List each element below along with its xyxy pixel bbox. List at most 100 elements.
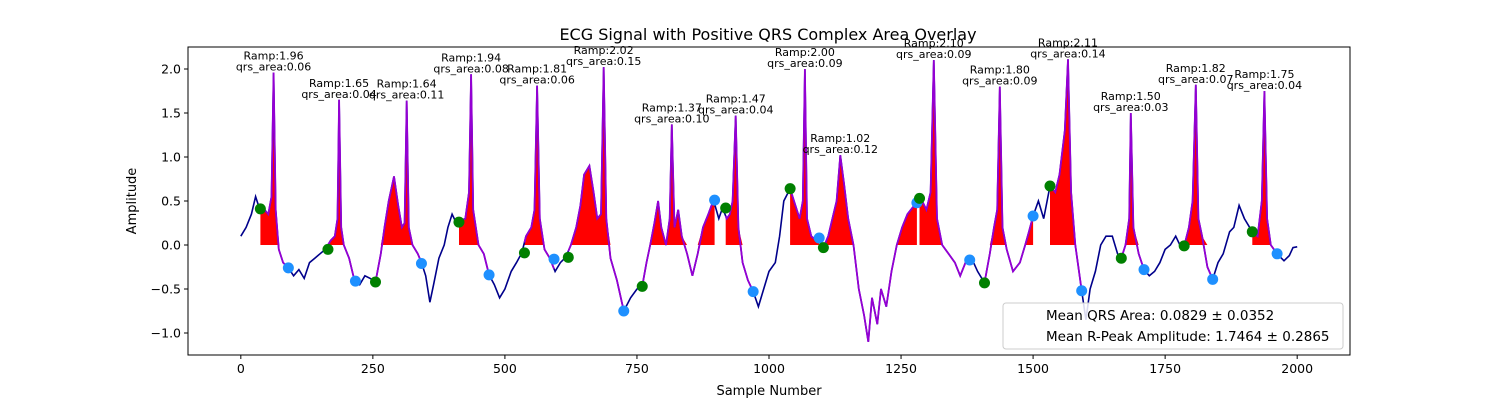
qrs-onset-marker-7 [636, 280, 648, 292]
qrs-area-label-2: qrs_area:0.04 [301, 88, 376, 101]
r-peak-amplitude-label-7: Ramp:1.37 [642, 101, 702, 114]
r-peak-amplitude-label-16: Ramp:1.75 [1234, 68, 1294, 81]
qrs-area-fill-4 [459, 74, 490, 245]
x-tick-label: 1750 [1149, 361, 1181, 376]
qrs-onset-marker-12 [978, 277, 990, 289]
qrs-onset-marker-2 [322, 243, 334, 255]
qrs-offset-marker-5 [548, 253, 560, 265]
chart-title: ECG Signal with Positive QRS Complex Are… [559, 25, 976, 44]
qrs-segment-line-15 [1183, 84, 1214, 280]
y-tick-label: 2.0 [161, 62, 181, 77]
qrs-area-label-3: qrs_area:0.11 [369, 89, 444, 102]
qrs-offset-marker-1 [282, 262, 294, 274]
qrs-area-label-1: qrs_area:0.06 [236, 61, 311, 74]
qrs-segment-line-5 [523, 85, 555, 270]
qrs-offset-marker-6 [618, 305, 630, 317]
legend-box [1002, 302, 1344, 350]
qrs-onset-marker-15 [1178, 240, 1190, 252]
qrs-onset-marker-6 [562, 251, 574, 263]
x-axis: 0 250 500 750 1000 1250 1500 1750 2000 [237, 355, 1313, 376]
x-tick-label: 500 [493, 361, 517, 376]
x-tick-label: 1250 [885, 361, 917, 376]
qrs-segment-line-3 [374, 100, 423, 283]
x-tick-label: 2000 [1281, 361, 1313, 376]
legend-entry-r-peak-amplitude: Mean R-Peak Amplitude: 1.7464 ± 0.2865 [1046, 329, 1330, 345]
qrs-area-label-15: qrs_area:0.07 [1158, 73, 1233, 86]
x-tick-label: 0 [237, 361, 245, 376]
x-tick-label: 250 [361, 361, 385, 376]
y-tick-label: −0.5 [151, 282, 181, 297]
qrs-onset-marker-4 [453, 216, 465, 228]
y-axis-label: Amplitude [125, 168, 140, 235]
qrs-offset-marker-14 [1138, 264, 1150, 276]
r-peak-amplitude-label-5: Ramp:1.81 [507, 63, 567, 76]
qrs-area-fill-11 [919, 60, 970, 246]
qrs-onset-marker-8 [720, 202, 732, 214]
r-peak-annotations: Ramp:1.96qrs_area:0.06Ramp:1.65qrs_area:… [236, 36, 1302, 156]
qrs-offset-marker-13 [1076, 285, 1088, 297]
qrs-offset-marker-12 [1027, 210, 1039, 222]
qrs-area-label-11: qrs_area:0.09 [896, 48, 971, 61]
qrs-segment-line-1 [260, 72, 290, 269]
legend-entry-qrs-area: Mean QRS Area: 0.0829 ± 0.0352 [1046, 308, 1274, 324]
qrs-area-label-14: qrs_area:0.03 [1093, 101, 1168, 114]
qrs-segment-line-6 [567, 67, 625, 312]
r-peak-amplitude-label-8: Ramp:1.47 [706, 93, 766, 106]
y-tick-label: 1.5 [161, 106, 181, 121]
qrs-area-label-8: qrs_area:0.04 [698, 104, 773, 117]
r-peak-amplitude-label-14: Ramp:1.50 [1101, 90, 1161, 103]
qrs-segment-line-13 [1049, 59, 1083, 291]
r-peak-amplitude-label-15: Ramp:1.82 [1166, 62, 1226, 75]
plot-area [240, 59, 1298, 342]
qrs-area-label-5: qrs_area:0.06 [499, 74, 574, 87]
qrs-onset-marker-5 [518, 247, 530, 259]
qrs-area-fill-7 [642, 124, 715, 245]
qrs-offset-marker-9 [813, 232, 825, 244]
qrs-area-label-12: qrs_area:0.09 [962, 75, 1037, 88]
r-peak-amplitude-label-4: Ramp:1.94 [441, 51, 501, 64]
qrs-segment-line-2 [327, 99, 357, 282]
qrs-onset-marker-9 [784, 183, 796, 195]
qrs-area-fill-6 [568, 67, 624, 245]
qrs-onset-marker-13 [1044, 180, 1056, 192]
qrs-segment-line-7 [641, 124, 716, 287]
qrs-area-fill-9 [790, 69, 820, 245]
qrs-onset-marker-16 [1246, 226, 1258, 238]
r-peak-amplitude-label-12: Ramp:1.80 [970, 64, 1030, 77]
qrs-area-label-7: qrs_area:0.10 [634, 112, 709, 125]
r-peak-amplitude-label-9: Ramp:2.00 [775, 46, 835, 59]
qrs-area-label-9: qrs_area:0.09 [767, 57, 842, 70]
x-tick-label: 750 [625, 361, 649, 376]
y-tick-label: 1.0 [161, 150, 181, 165]
qrs-onset-marker-3 [370, 276, 382, 288]
qrs-offset-marker-2 [349, 275, 361, 287]
qrs-offset-marker-4 [483, 269, 495, 281]
qrs-area-label-10: qrs_area:0.12 [803, 143, 878, 156]
qrs-segment-line-11 [919, 60, 971, 279]
qrs-segment-line-14 [1120, 112, 1145, 270]
r-peak-amplitude-label-1: Ramp:1.96 [244, 50, 304, 63]
qrs-segment-line-16 [1251, 90, 1278, 255]
x-tick-label: 1500 [1017, 361, 1049, 376]
qrs-area-label-13: qrs_area:0.14 [1030, 47, 1105, 60]
qrs-area-fill-10 [823, 155, 917, 245]
qrs-offset-marker-3 [415, 257, 427, 269]
qrs-area-label-6: qrs_area:0.15 [566, 55, 641, 68]
qrs-onset-marker-11 [914, 192, 926, 204]
qrs-area-fill-3 [375, 100, 422, 245]
legend: Mean QRS Area: 0.0829 ± 0.0352 Mean R-Pe… [1002, 302, 1344, 350]
qrs-offset-marker-11 [964, 254, 976, 266]
r-peak-amplitude-label-10: Ramp:1.02 [810, 132, 870, 145]
qrs-segment-line-12 [983, 86, 1034, 283]
x-axis-label: Sample Number [716, 384, 822, 399]
qrs-segment-line-10 [822, 155, 918, 342]
qrs-area-fill-16 [1252, 91, 1278, 245]
x-tick-label: 1000 [753, 361, 785, 376]
qrs-segment-line-8 [724, 115, 755, 292]
qrs-onset-marker-10 [817, 242, 829, 254]
r-peak-amplitude-label-2: Ramp:1.65 [309, 77, 369, 90]
r-peak-amplitude-label-6: Ramp:2.02 [574, 44, 634, 57]
qrs-area-label-4: qrs_area:0.08 [433, 62, 508, 75]
qrs-offset-marker-15 [1207, 273, 1219, 285]
